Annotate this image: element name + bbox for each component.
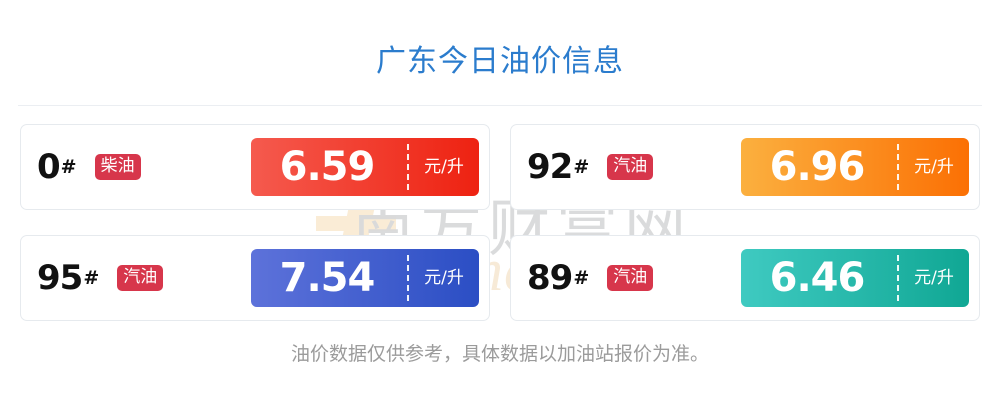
fuel-type-badge: 柴油 (94, 154, 141, 180)
fuel-price-card-89[interactable]: 89 # 汽油 6.46 元/升 (510, 235, 980, 321)
price-separator (897, 255, 899, 301)
price-value: 7.54 (279, 255, 376, 301)
page-title: 广东今日油价信息 (376, 44, 624, 79)
fuel-grade-hash: # (83, 267, 100, 289)
title-divider (18, 105, 982, 106)
price-unit: 元/升 (914, 157, 954, 177)
price-unit: 元/升 (914, 268, 954, 288)
fuel-price-grid: 0 # 柴油 6.59 元/升 92 # 汽油 6.96 元/升 95 # 汽油 (20, 124, 980, 321)
fuel-grade-hash: # (573, 267, 590, 289)
price-unit: 元/升 (424, 157, 464, 177)
price-bar: 6.59 元/升 (251, 138, 479, 196)
fuel-grade-hash: # (60, 156, 77, 178)
fuel-price-card-95[interactable]: 95 # 汽油 7.54 元/升 (20, 235, 490, 321)
price-bar: 6.46 元/升 (741, 249, 969, 307)
fuel-price-card-92[interactable]: 92 # 汽油 6.96 元/升 (510, 124, 980, 210)
fuel-price-card-0[interactable]: 0 # 柴油 6.59 元/升 (20, 124, 490, 210)
disclaimer-note: 油价数据仅供参考，具体数据以加油站报价为准。 (290, 343, 709, 365)
price-bar: 6.96 元/升 (741, 138, 969, 196)
fuel-grade-hash: # (573, 156, 590, 178)
fuel-type-badge: 汽油 (607, 265, 654, 291)
fuel-grade-label: 89 (527, 258, 573, 298)
fuel-grade-label: 0 (37, 147, 61, 187)
price-separator (897, 144, 899, 190)
fuel-type-badge: 汽油 (117, 265, 164, 291)
price-value: 6.46 (769, 255, 866, 301)
price-separator (407, 144, 409, 190)
price-value: 6.96 (769, 144, 866, 190)
fuel-type-badge: 汽油 (607, 154, 654, 180)
price-bar: 7.54 元/升 (251, 249, 479, 307)
fuel-grade-label: 95 (37, 258, 83, 298)
price-value: 6.59 (279, 144, 376, 190)
price-separator (407, 255, 409, 301)
price-unit: 元/升 (424, 268, 464, 288)
fuel-grade-label: 92 (527, 147, 573, 187)
